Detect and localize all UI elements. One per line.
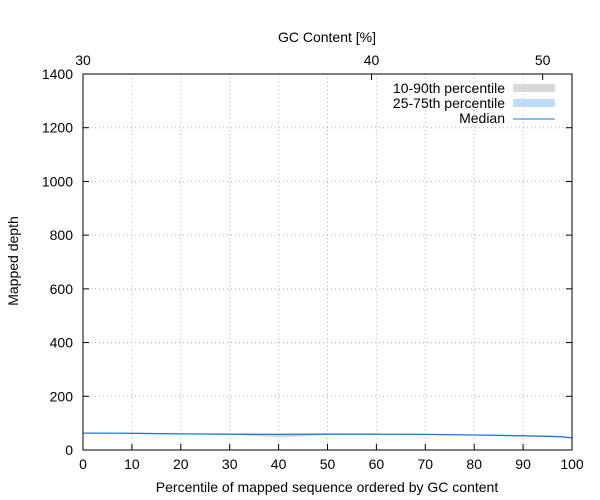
top-tick-label: 50 [535, 52, 551, 68]
legend-label-median: Median [459, 110, 505, 126]
top-axis-title: GC Content [%] [278, 29, 376, 45]
x-tick-label: 0 [79, 456, 87, 472]
x-tick-label: 10 [124, 456, 140, 472]
y-tick-label: 400 [50, 335, 74, 351]
top-tick-label: 30 [75, 52, 91, 68]
y-tick-label: 200 [50, 388, 74, 404]
median-layer [82, 432, 573, 439]
y-tick-label: 0 [65, 442, 73, 458]
median-line [82, 432, 573, 439]
x-tick-label: 40 [271, 456, 287, 472]
y-tick-label: 1000 [42, 173, 73, 189]
grid-layer [83, 74, 572, 450]
x-axis-title: Percentile of mapped sequence ordered by… [156, 479, 499, 495]
x-tick-label: 90 [515, 456, 531, 472]
y-axis-title: Mapped depth [5, 216, 21, 306]
x-tick-label: 50 [320, 456, 336, 472]
y-tick-label: 600 [50, 281, 74, 297]
tick-layer: 0 10 20 30 40 50 60 70 80 90 100020040060080010001… [42, 52, 584, 472]
top-tick-label: 40 [364, 52, 380, 68]
x-tick-label: 30 [222, 456, 238, 472]
legend-swatch-10-90 [513, 84, 555, 92]
legend: 10-90th percentile 25-75th percentile Me… [393, 80, 555, 126]
x-tick-label: 80 [466, 456, 482, 472]
y-tick-label: 1400 [42, 66, 73, 82]
x-tick-label: 100 [560, 456, 584, 472]
x-tick-label: 60 [369, 456, 385, 472]
y-tick-label: 1200 [42, 120, 73, 136]
y-tick-label: 800 [50, 227, 74, 243]
x-tick-label: 70 [418, 456, 434, 472]
legend-label-10-90: 10-90th percentile [393, 80, 505, 96]
x-tick-label: 20 [173, 456, 189, 472]
legend-label-25-75: 25-75th percentile [393, 95, 505, 111]
legend-swatch-25-75 [513, 99, 555, 107]
